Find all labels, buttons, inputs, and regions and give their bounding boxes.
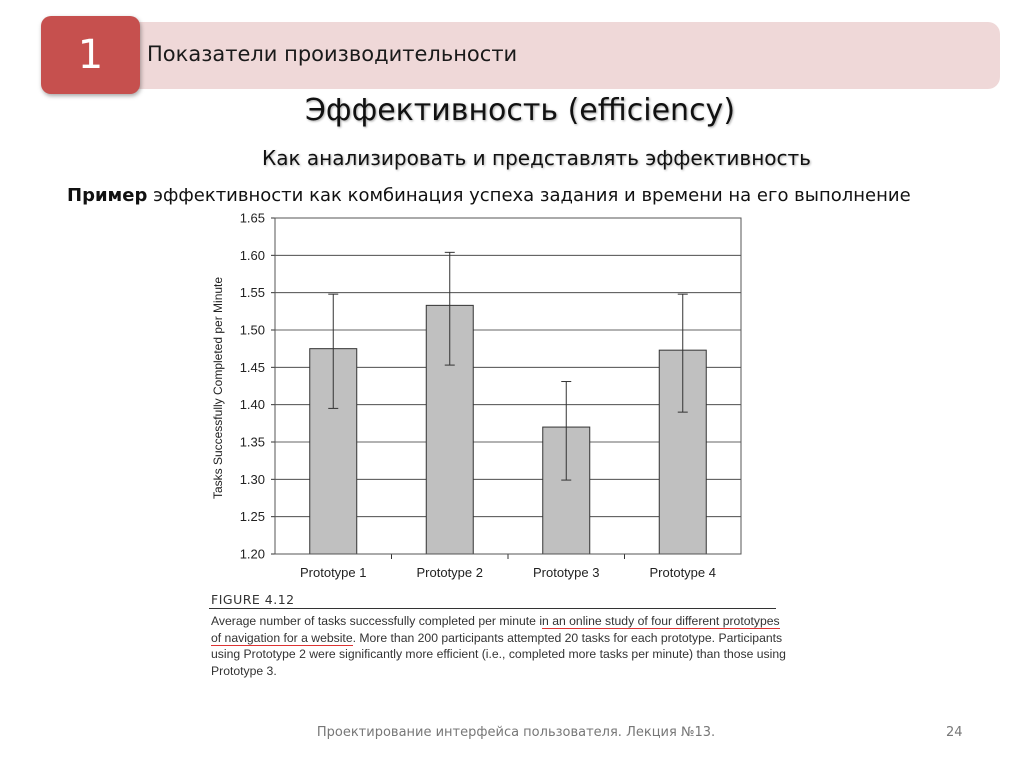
page-subtitle: Как анализировать и представлять эффекти…	[262, 146, 811, 170]
chart-error-bars	[328, 251, 688, 481]
y-tick-label: 1.50	[240, 323, 265, 338]
footer-text: Проектирование интерфейса пользователя. …	[316, 725, 716, 740]
slide-number: 1	[77, 32, 104, 78]
plot-frame	[274, 217, 742, 555]
chart-bars	[309, 304, 707, 555]
slide-number-badge: 1	[41, 16, 140, 94]
y-tick-label: 1.30	[240, 472, 265, 487]
y-axis-title: Tasks Successfully Completed per Minute	[211, 277, 225, 499]
y-tick-label: 1.35	[240, 435, 265, 450]
y-tick-label: 1.65	[240, 211, 265, 226]
header-bar	[120, 22, 1000, 89]
y-tick-label: 1.45	[240, 360, 265, 375]
x-tick-label: Prototype 4	[650, 565, 717, 580]
example-text: Пример эффективности как комбинация успе…	[67, 185, 911, 206]
chart-labels: 1.20 1.25 1.30 1.35 1.40 1.45 1.50 1.55 1.60 1.65…	[240, 211, 716, 581]
x-tick-label: Prototype 1	[300, 565, 367, 580]
figure-rule	[209, 608, 776, 609]
section-title: Показатели производительности	[147, 42, 518, 66]
example-body: эффективности как комбинация успеха зада…	[147, 185, 911, 206]
page-title: Эффективность (efficiency)	[304, 93, 736, 128]
y-tick-label: 1.60	[240, 248, 265, 263]
caption-underlined: n an online study of four different prot…	[211, 614, 780, 646]
caption-pre: Average number of tasks successfully com…	[211, 614, 543, 628]
example-bold: Пример	[67, 185, 148, 206]
page-number: 24	[946, 725, 963, 740]
y-tick-label: 1.40	[240, 397, 265, 412]
caption-post: . More than 200 participants attempted 2…	[211, 630, 786, 678]
y-tick-label: 1.25	[240, 509, 265, 524]
x-tick-label: Prototype 3	[533, 565, 600, 580]
figure-label: FIGURE 4.12	[211, 592, 295, 607]
y-tick-label: 1.20	[240, 547, 265, 562]
figure-caption: Average number of tasks successfully com…	[211, 613, 791, 679]
y-tick-label: 1.55	[240, 285, 265, 300]
x-tick-label: Prototype 2	[417, 565, 484, 580]
